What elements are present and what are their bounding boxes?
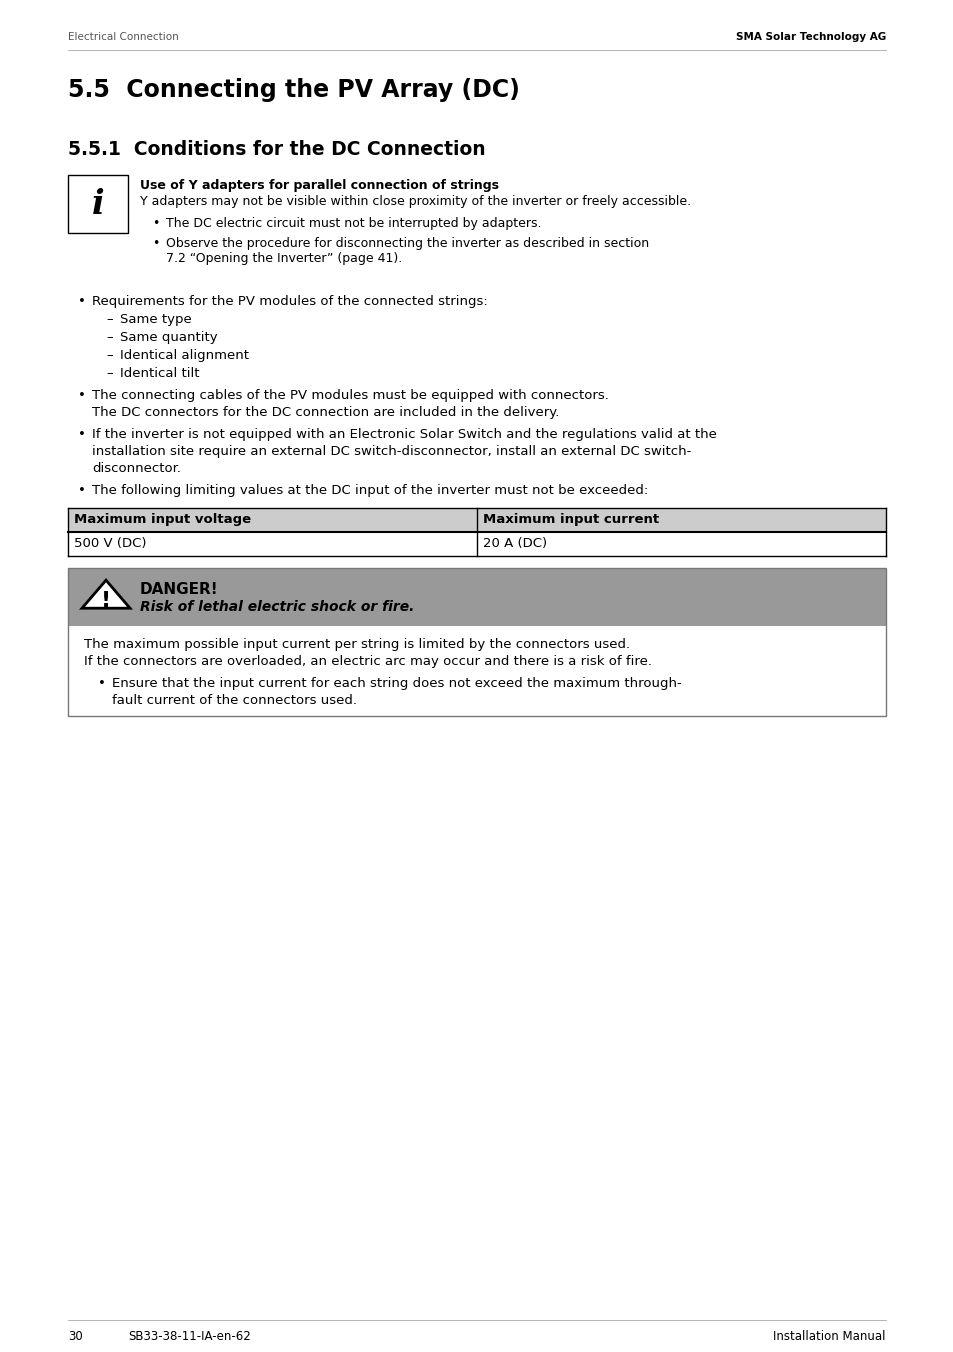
Text: Same quantity: Same quantity — [120, 331, 217, 343]
Text: 5.5.1  Conditions for the DC Connection: 5.5.1 Conditions for the DC Connection — [68, 141, 485, 160]
Text: –: – — [106, 314, 112, 326]
Text: fault current of the connectors used.: fault current of the connectors used. — [112, 694, 356, 707]
Text: –: – — [106, 349, 112, 362]
FancyBboxPatch shape — [68, 626, 885, 717]
Text: •: • — [78, 389, 86, 402]
Text: !: ! — [101, 591, 111, 611]
Text: The following limiting values at the DC input of the inverter must not be exceed: The following limiting values at the DC … — [91, 484, 648, 498]
FancyBboxPatch shape — [68, 508, 885, 531]
Text: If the connectors are overloaded, an electric arc may occur and there is a risk : If the connectors are overloaded, an ele… — [84, 654, 651, 668]
Text: 500 V (DC): 500 V (DC) — [74, 538, 147, 550]
Text: Risk of lethal electric shock or fire.: Risk of lethal electric shock or fire. — [140, 600, 414, 614]
Text: –: – — [106, 366, 112, 380]
Text: Requirements for the PV modules of the connected strings:: Requirements for the PV modules of the c… — [91, 295, 487, 308]
Text: Maximum input voltage: Maximum input voltage — [74, 514, 251, 526]
Text: installation site require an external DC switch-disconnector, install an externa: installation site require an external DC… — [91, 445, 691, 458]
Text: The DC connectors for the DC connection are included in the delivery.: The DC connectors for the DC connection … — [91, 406, 558, 419]
FancyBboxPatch shape — [68, 174, 128, 233]
Text: The maximum possible input current per string is limited by the connectors used.: The maximum possible input current per s… — [84, 638, 630, 652]
Text: 7.2 “Opening the Inverter” (page 41).: 7.2 “Opening the Inverter” (page 41). — [166, 251, 402, 265]
Text: Same type: Same type — [120, 314, 192, 326]
FancyBboxPatch shape — [68, 568, 885, 626]
Text: disconnector.: disconnector. — [91, 462, 181, 475]
Text: SB33-38-11-IA-en-62: SB33-38-11-IA-en-62 — [128, 1330, 251, 1343]
Polygon shape — [82, 580, 130, 608]
Text: –: – — [106, 331, 112, 343]
Text: Electrical Connection: Electrical Connection — [68, 32, 178, 42]
Text: •: • — [98, 677, 106, 690]
Text: •: • — [78, 295, 86, 308]
Text: 5.5  Connecting the PV Array (DC): 5.5 Connecting the PV Array (DC) — [68, 78, 519, 101]
Text: Observe the procedure for disconnecting the inverter as described in section: Observe the procedure for disconnecting … — [166, 237, 648, 250]
Text: •: • — [152, 237, 159, 250]
Text: DANGER!: DANGER! — [140, 581, 218, 598]
Text: Ensure that the input current for each string does not exceed the maximum throug: Ensure that the input current for each s… — [112, 677, 681, 690]
Text: Y adapters may not be visible within close proximity of the inverter or freely a: Y adapters may not be visible within clo… — [140, 195, 690, 208]
Text: i: i — [91, 188, 104, 220]
Text: Use of Y adapters for parallel connection of strings: Use of Y adapters for parallel connectio… — [140, 178, 498, 192]
Text: SMA Solar Technology AG: SMA Solar Technology AG — [735, 32, 885, 42]
Text: 30: 30 — [68, 1330, 83, 1343]
Text: 20 A (DC): 20 A (DC) — [482, 538, 547, 550]
Text: Maximum input current: Maximum input current — [482, 514, 659, 526]
Text: The connecting cables of the PV modules must be equipped with connectors.: The connecting cables of the PV modules … — [91, 389, 608, 402]
Text: Identical tilt: Identical tilt — [120, 366, 199, 380]
Text: •: • — [78, 429, 86, 441]
Text: If the inverter is not equipped with an Electronic Solar Switch and the regulati: If the inverter is not equipped with an … — [91, 429, 716, 441]
Text: •: • — [78, 484, 86, 498]
Text: Identical alignment: Identical alignment — [120, 349, 249, 362]
Text: •: • — [152, 218, 159, 230]
Text: The DC electric circuit must not be interrupted by adapters.: The DC electric circuit must not be inte… — [166, 218, 541, 230]
Text: Installation Manual: Installation Manual — [773, 1330, 885, 1343]
